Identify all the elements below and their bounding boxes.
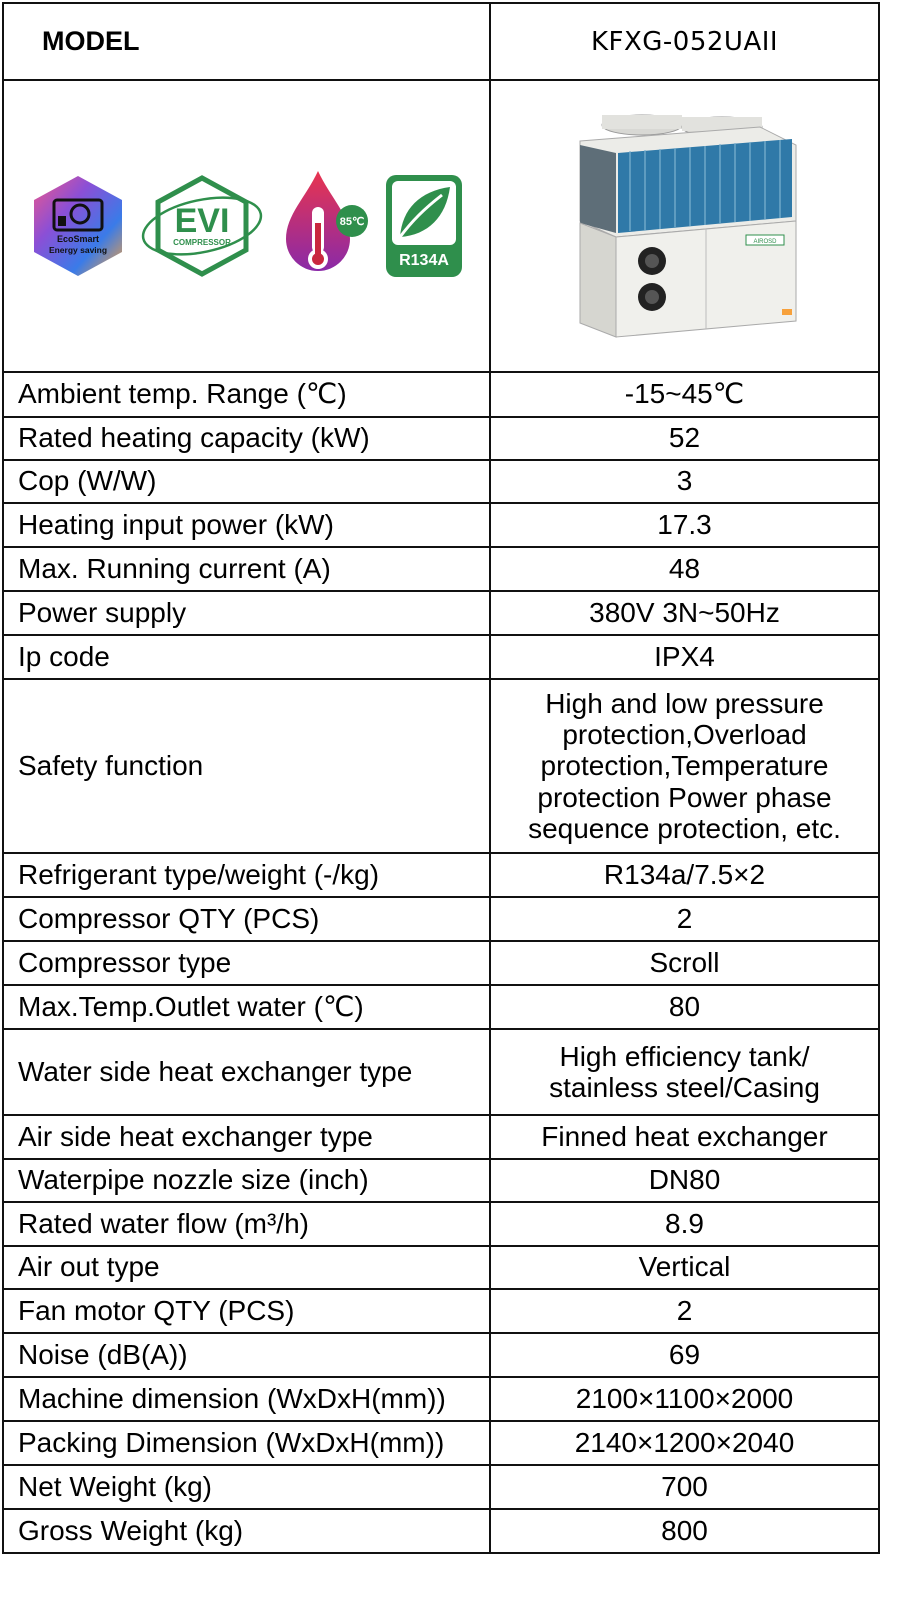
spec-value: Finned heat exchanger [489, 1114, 880, 1160]
spec-value: 3 [489, 459, 880, 504]
spec-label: Cop (W/W) [2, 459, 491, 504]
spec-value: Scroll [489, 940, 880, 986]
spec-value-line: protection,Temperature [540, 750, 829, 782]
spec-label: Compressor type [2, 940, 491, 986]
spec-sheet: MODEL KFXG-052UAII EcoSmart [2, 2, 880, 1554]
ecosmart-badge-icon: EcoSmart Energy saving [34, 176, 122, 276]
spec-value: 2140×1200×2040 [489, 1420, 880, 1466]
spec-label: Noise (dB(A)) [2, 1332, 491, 1378]
spec-value: High and low pressure protection,Overload… [489, 678, 880, 854]
image-row: EcoSmart Energy saving EVI COMPRESSOR [2, 79, 880, 373]
spec-value-line: protection,Overload [562, 718, 807, 750]
spec-value: 17.3 [489, 502, 880, 548]
spec-row: Safety function High and low pressure prot… [2, 678, 880, 854]
spec-label: Air out type [2, 1245, 491, 1290]
spec-label: Power supply [2, 590, 491, 636]
spec-row: Air out type Vertical [2, 1245, 880, 1290]
spec-label: Ambient temp. Range (℃) [2, 371, 491, 418]
spec-label: Waterpipe nozzle size (inch) [2, 1158, 491, 1203]
spec-value: 700 [489, 1464, 880, 1510]
spec-label: Rated water flow (m³/h) [2, 1201, 491, 1247]
spec-value-line: stainless steel/Casing [549, 1072, 820, 1103]
spec-row: Ip code IPX4 [2, 634, 880, 680]
thermometer-drop-icon: 85℃ [286, 171, 368, 271]
spec-value: Vertical [489, 1245, 880, 1290]
heat-pump-unit-icon: AIROSD [579, 114, 796, 338]
spec-row: Compressor type Scroll [2, 940, 880, 986]
model-value: KFXG-052UAII [489, 2, 880, 81]
svg-text:Energy saving: Energy saving [49, 245, 107, 255]
spec-label: Refrigerant type/weight (-/kg) [2, 852, 491, 898]
spec-row: Max.Temp.Outlet water (℃) 80 [2, 984, 880, 1030]
svg-text:85℃: 85℃ [340, 216, 365, 228]
spec-label: Gross Weight (kg) [2, 1508, 491, 1554]
spec-value: R134a/7.5×2 [489, 852, 880, 898]
spec-label: Water side heat exchanger type [2, 1028, 491, 1116]
spec-row: Fan motor QTY (PCS) 2 [2, 1288, 880, 1334]
spec-row: Air side heat exchanger type Finned heat … [2, 1114, 880, 1160]
spec-value-line: protection Power phase [537, 781, 832, 813]
spec-row: Refrigerant type/weight (-/kg) R134a/7.5×… [2, 852, 880, 898]
svg-text:AIROSD: AIROSD [753, 239, 777, 245]
spec-label: Safety function [2, 678, 491, 854]
spec-table: MODEL KFXG-052UAII EcoSmart [2, 2, 880, 1554]
spec-row: Cop (W/W) 3 [2, 459, 880, 504]
spec-row: Noise (dB(A)) 69 [2, 1332, 880, 1378]
spec-row: Waterpipe nozzle size (inch) DN80 [2, 1158, 880, 1203]
spec-value: IPX4 [489, 634, 880, 680]
spec-value: 8.9 [489, 1201, 880, 1247]
spec-row: Heating input power (kW) 17.3 [2, 502, 880, 548]
spec-label: Net Weight (kg) [2, 1464, 491, 1510]
spec-row: Rated water flow (m³/h) 8.9 [2, 1201, 880, 1247]
model-row: MODEL KFXG-052UAII [2, 2, 880, 81]
spec-label: Max.Temp.Outlet water (℃) [2, 984, 491, 1030]
model-label: MODEL [2, 2, 491, 81]
spec-label: Max. Running current (A) [2, 546, 491, 592]
spec-value: DN80 [489, 1158, 880, 1203]
spec-row: Max. Running current (A) 48 [2, 546, 880, 592]
svg-text:COMPRESSOR: COMPRESSOR [173, 238, 231, 247]
spec-row: Compressor QTY (PCS) 2 [2, 896, 880, 942]
spec-value: 48 [489, 546, 880, 592]
spec-value: High efficiency tank/stainless steel/Cas… [489, 1028, 880, 1116]
svg-text:EVI: EVI [175, 202, 230, 240]
spec-row: Packing Dimension (WxDxH(mm)) 2140×1200×2… [2, 1420, 880, 1466]
spec-row: Machine dimension (WxDxH(mm)) 2100×1100×2… [2, 1376, 880, 1422]
spec-value-line: sequence protection, etc. [528, 813, 841, 845]
spec-row: Water side heat exchanger type High effic… [2, 1028, 880, 1116]
spec-value: 2 [489, 1288, 880, 1334]
spec-value-line: High efficiency tank/ [559, 1040, 810, 1072]
spec-value: 800 [489, 1508, 880, 1554]
spec-value: 69 [489, 1332, 880, 1378]
spec-row: Ambient temp. Range (℃) -15~45℃ [2, 371, 880, 418]
spec-row: Net Weight (kg) 700 [2, 1464, 880, 1510]
spec-row: Rated heating capacity (kW) 52 [2, 416, 880, 461]
svg-text:EcoSmart: EcoSmart [57, 234, 99, 244]
spec-label: Fan motor QTY (PCS) [2, 1288, 491, 1334]
spec-label: Machine dimension (WxDxH(mm)) [2, 1376, 491, 1422]
spec-label: Ip code [2, 634, 491, 680]
spec-value: 2100×1100×2000 [489, 1376, 880, 1422]
spec-value-line: High and low pressure [545, 687, 824, 719]
leaf-badge-icon: R134A [386, 175, 462, 277]
spec-row: Power supply 380V 3N~50Hz [2, 590, 880, 636]
spec-value: 380V 3N~50Hz [489, 590, 880, 636]
evi-compressor-badge-icon: EVI COMPRESSOR [141, 175, 263, 277]
badges-cell: EcoSmart Energy saving EVI COMPRESSOR [2, 79, 491, 373]
spec-value: 2 [489, 896, 880, 942]
svg-text:R134A: R134A [399, 252, 449, 269]
product-image-cell: AIROSD [489, 79, 880, 373]
spec-value: 80 [489, 984, 880, 1030]
spec-label: Air side heat exchanger type [2, 1114, 491, 1160]
spec-row: Gross Weight (kg) 800 [2, 1508, 880, 1554]
spec-value: 52 [489, 416, 880, 461]
spec-value: -15~45℃ [489, 371, 880, 418]
spec-label: Compressor QTY (PCS) [2, 896, 491, 942]
spec-label: Heating input power (kW) [2, 502, 491, 548]
spec-label: Packing Dimension (WxDxH(mm)) [2, 1420, 491, 1466]
spec-label: Rated heating capacity (kW) [2, 416, 491, 461]
